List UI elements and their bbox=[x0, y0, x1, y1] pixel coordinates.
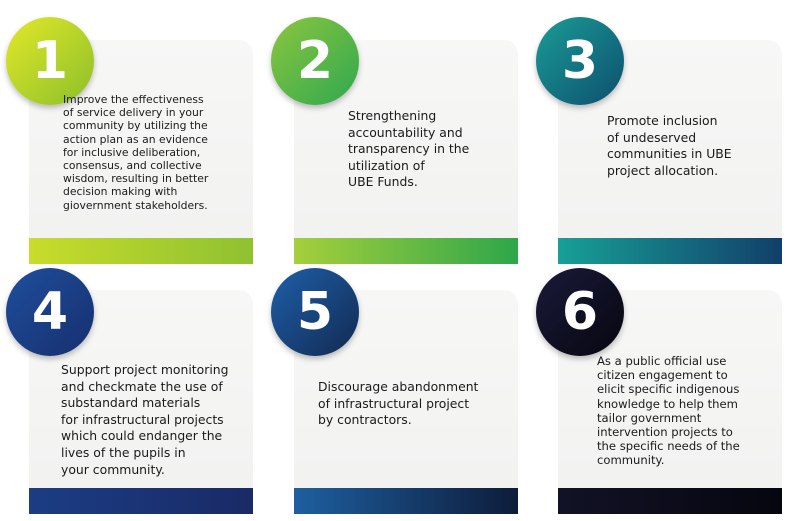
number-badge-2: 2 bbox=[271, 17, 359, 105]
card-6-color-bar bbox=[558, 488, 782, 514]
card-5-color-bar bbox=[294, 488, 518, 514]
card-4-color-bar bbox=[29, 488, 253, 514]
card-3-text: Promote inclusion of undeserved communit… bbox=[607, 113, 732, 178]
number-badge-1: 1 bbox=[6, 17, 94, 105]
card-4-text: Support project monitoring and checkmate… bbox=[61, 362, 229, 477]
number-badge-3: 3 bbox=[536, 17, 624, 105]
number-badge-5: 5 bbox=[271, 268, 359, 356]
card-5-text: Discourage abandonment of infrastructura… bbox=[318, 379, 479, 428]
card-1-color-bar bbox=[29, 238, 253, 264]
number-badge-6: 6 bbox=[536, 268, 624, 356]
card-2-color-bar bbox=[294, 238, 518, 264]
card-3-color-bar bbox=[558, 238, 782, 264]
card-1-text: Improve the effectiveness of service del… bbox=[63, 93, 209, 212]
card-2-text: Strengthening accountability and transpa… bbox=[348, 108, 470, 190]
number-badge-4: 4 bbox=[6, 268, 94, 356]
card-6-text: As a public official use citizen engagem… bbox=[597, 354, 740, 468]
